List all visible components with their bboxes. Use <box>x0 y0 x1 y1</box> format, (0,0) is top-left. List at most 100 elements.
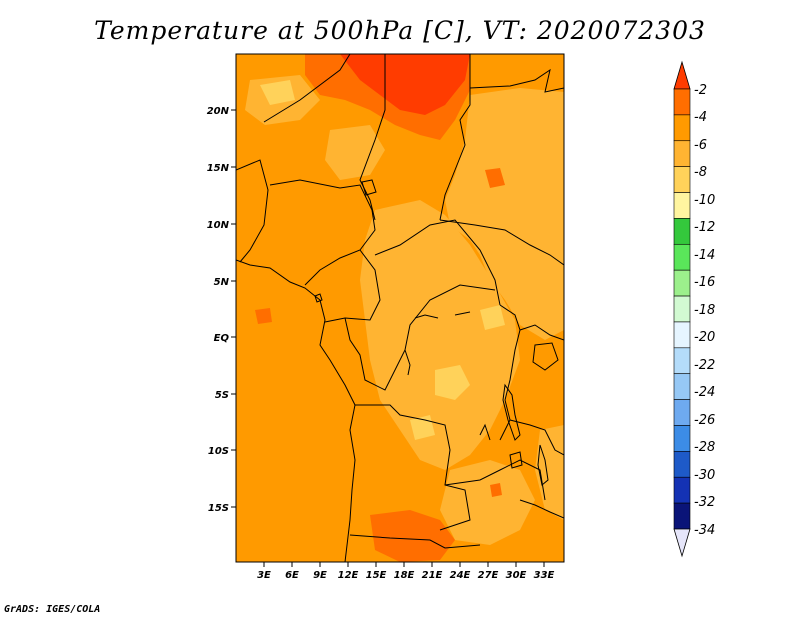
border-north-1 <box>263 54 351 123</box>
lon-tick-label: 33E <box>534 570 555 581</box>
colorbar-box <box>673 166 691 193</box>
border-tanzania <box>509 419 564 456</box>
lat-tick-label: 5N <box>214 277 230 288</box>
river-congo-1 <box>414 314 439 319</box>
lon-tick-label: 18E <box>394 570 415 581</box>
colorbar-label: -4 <box>694 110 707 125</box>
field-cooler-patch-3 <box>480 305 505 330</box>
map-title: Temperature at 500hPa [C], VT: 202007230… <box>94 16 706 45</box>
lat-tick-label: 10N <box>207 220 230 231</box>
colorbar-label: -14 <box>694 248 715 263</box>
field-cool-east <box>445 88 564 340</box>
lake-tanganyika <box>502 383 521 441</box>
river-drc-2 <box>479 423 491 441</box>
lon-tick-label: 15E <box>366 570 387 581</box>
colorbar-box <box>673 295 691 323</box>
border-sudan <box>439 219 564 266</box>
lat-tick-labels: 20N 15N 10N 5N EQ 5S 10S 15S <box>207 106 230 514</box>
border-namibia <box>349 534 481 549</box>
colorbar-label: -24 <box>694 385 715 400</box>
colorbar-label: -30 <box>694 468 715 483</box>
field-warm-spot-1 <box>485 168 505 188</box>
lon-tick-labels: 3E 6E 9E 12E 15E 18E 21E 24E 27E 30E 33E <box>257 570 554 581</box>
border-congo <box>344 284 496 391</box>
colorbar-label: -16 <box>694 275 715 290</box>
field-cooler-patch-1 <box>435 365 470 400</box>
colorbar-box <box>673 347 691 375</box>
lon-tick-label: 30E <box>506 570 527 581</box>
lon-tick-label: 21E <box>422 570 443 581</box>
border-north-2 <box>359 54 386 221</box>
lat-tick-label: 15N <box>207 163 230 174</box>
border-zambia <box>444 459 546 501</box>
lake-kariba <box>509 451 523 469</box>
colorbar-label: -10 <box>694 193 715 208</box>
temperature-field <box>236 54 564 562</box>
river-congo-2 <box>454 311 471 316</box>
field-cool-south <box>440 460 535 545</box>
lat-tick-label: 20N <box>207 106 230 117</box>
lon-tick-label: 6E <box>285 570 299 581</box>
colorbar-box <box>673 399 691 426</box>
colorbar-top-arrow <box>673 60 691 90</box>
bioko-island <box>314 293 323 303</box>
colorbar-box <box>673 243 691 271</box>
field-warm-spot-2 <box>255 308 272 324</box>
grads-credit: GrADS: IGES/COLA <box>4 604 101 615</box>
border-nigeria <box>269 179 376 286</box>
colorbar-labels: -2 -4 -6 -8 -10 -12 -14 -16 -18 -20 -22 … <box>694 83 715 538</box>
lon-tick-label: 24E <box>450 570 471 581</box>
border-north-3 <box>439 54 471 221</box>
colorbar-box <box>673 502 691 530</box>
colorbar-box <box>673 321 691 349</box>
border-cameroon <box>324 249 381 323</box>
border-mozambique <box>519 499 564 519</box>
border-car <box>374 219 501 306</box>
colorbar-box <box>673 88 691 116</box>
colorbar-label: -34 <box>694 523 715 538</box>
lat-tick-label: 15S <box>208 503 229 514</box>
colorbar-box <box>673 425 691 452</box>
map-frame <box>235 53 565 563</box>
border-drc-east <box>499 304 521 441</box>
colorbar-label: -18 <box>694 303 715 318</box>
field-cooler-patch-2 <box>260 80 295 105</box>
border-angola <box>355 404 471 531</box>
lat-tick-label: 10S <box>208 446 229 457</box>
colorbar-box <box>673 476 691 504</box>
field-cool-southeast <box>535 425 564 520</box>
lon-ticks <box>263 562 545 567</box>
colorbar-label: -8 <box>694 165 707 180</box>
lake-malawi <box>537 444 549 486</box>
lon-tick-label: 12E <box>338 570 359 581</box>
border-east-africa <box>519 324 564 341</box>
country-borders <box>236 54 564 562</box>
colorbar-boxes <box>673 88 691 530</box>
field-cool-north <box>325 125 385 180</box>
colorbar-box <box>673 269 691 297</box>
field-warm-south <box>370 510 455 562</box>
lake-chad <box>361 179 377 196</box>
colorbar-box <box>673 114 691 142</box>
colorbar: -2 -4 -6 -8 -10 -12 -14 -16 -18 -20 -22 … <box>673 60 715 558</box>
field-warmest-north <box>340 54 470 115</box>
lon-tick-label: 27E <box>478 570 499 581</box>
lon-tick-label: 9E <box>313 570 327 581</box>
border-red-sea <box>469 68 564 93</box>
colorbar-label: -2 <box>694 83 707 98</box>
colorbar-box <box>673 192 691 219</box>
field-cool-center <box>360 200 520 470</box>
colorbar-box <box>673 373 691 400</box>
lat-tick-label: EQ <box>214 333 230 344</box>
colorbar-box <box>673 140 691 167</box>
field-warm-spot-3 <box>490 483 502 497</box>
border-west-coast <box>236 159 269 263</box>
coastline-west <box>236 259 356 562</box>
lake-victoria <box>532 342 559 371</box>
lon-tick-label: 3E <box>257 570 271 581</box>
lat-ticks <box>231 109 236 508</box>
colorbar-box <box>673 451 691 478</box>
lat-tick-label: 5S <box>215 390 229 401</box>
colorbar-box <box>673 218 691 245</box>
